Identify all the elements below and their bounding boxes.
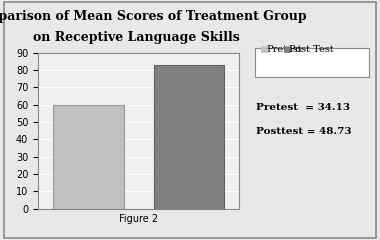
Text: Posttest = 48.73: Posttest = 48.73 (256, 127, 352, 136)
Bar (53, 105, 124, 209)
Text: Post Test: Post Test (289, 45, 333, 54)
FancyBboxPatch shape (255, 48, 369, 77)
Text: Pretest  = 34.13: Pretest = 34.13 (256, 103, 350, 112)
X-axis label: Figure 2: Figure 2 (119, 214, 158, 224)
Text: ▪: ▪ (283, 43, 291, 56)
Text: Comparison of Mean Scores of Treatment Group: Comparison of Mean Scores of Treatment G… (0, 10, 307, 23)
Text: Pretest: Pretest (266, 45, 302, 54)
Text: on Receptive Language Skills: on Receptive Language Skills (33, 31, 240, 44)
Text: ▪: ▪ (260, 43, 269, 56)
Bar (154, 65, 224, 209)
